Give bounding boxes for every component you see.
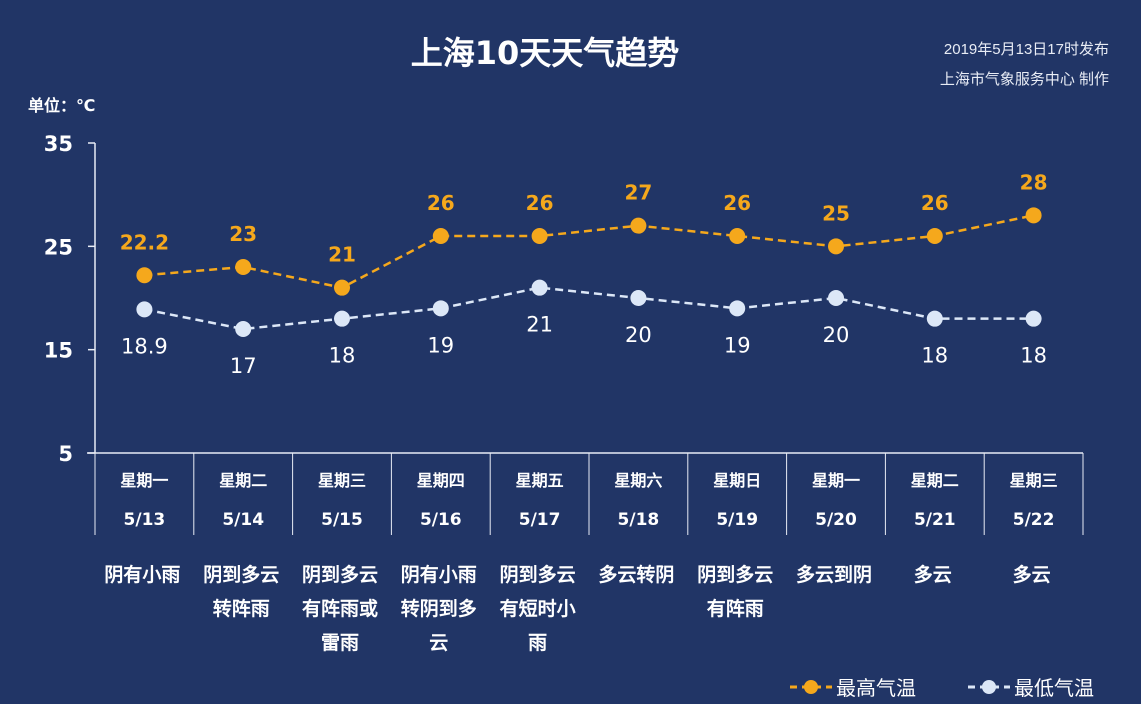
date-label: 5/20 — [815, 510, 857, 530]
low-temp-label: 18.9 — [121, 334, 168, 358]
weather-text: 云 — [429, 632, 448, 654]
low-temp-point — [1025, 310, 1042, 327]
weather-text: 阴到多云 — [203, 563, 279, 586]
weekday-label: 星期三 — [318, 471, 366, 490]
low-temp-label: 18 — [329, 344, 356, 368]
high-temp-point — [531, 228, 548, 244]
low-temp-label: 20 — [625, 323, 652, 347]
weather-text: 多云 — [1013, 563, 1051, 586]
legend-marker-high-icon — [790, 679, 832, 694]
weekday-label: 星期二 — [911, 471, 959, 490]
weekday-label: 星期二 — [219, 471, 267, 490]
y-tick-label: 15 — [44, 339, 73, 363]
low-temp-point — [432, 300, 449, 317]
legend-marker-low-icon — [968, 679, 1010, 694]
high-temp-label: 23 — [229, 222, 257, 246]
high-temp-label: 26 — [526, 191, 554, 215]
high-temp-label: 26 — [427, 191, 455, 215]
weather-text: 有短时小 — [500, 597, 576, 620]
weekday-label: 星期三 — [1010, 471, 1058, 490]
weather-text: 有阵雨或 — [302, 597, 378, 620]
weekday-label: 星期五 — [516, 471, 564, 490]
weather-text: 阴到多云 — [500, 563, 576, 586]
low-temp-label: 18 — [1020, 344, 1047, 368]
producer: 上海市气象服务中心 制作 — [939, 71, 1109, 88]
low-temp-point — [531, 279, 548, 296]
high-temp-point — [432, 228, 449, 244]
date-label: 5/17 — [519, 510, 561, 530]
low-temp-label: 19 — [427, 333, 454, 357]
high-temp-label: 25 — [822, 201, 850, 225]
low-temp-label: 18 — [921, 344, 948, 368]
weather-text: 多云 — [914, 563, 952, 586]
date-label: 5/22 — [1013, 510, 1055, 530]
legend-item-low: 最低气温 — [968, 672, 1094, 701]
high-temp-point — [828, 238, 844, 255]
date-label: 5/18 — [618, 510, 660, 530]
date-label: 5/15 — [321, 510, 363, 530]
low-temp-line — [144, 286, 1034, 331]
weekday-label: 星期一 — [812, 471, 860, 490]
weather-text: 转阵雨 — [213, 597, 270, 620]
high-temp-label: 27 — [624, 181, 652, 205]
weather-text: 多云到阴 — [796, 563, 872, 586]
weather-text: 阴到多云 — [697, 563, 773, 586]
high-temp-label: 21 — [328, 243, 356, 267]
legend-label-high: 最高气温 — [836, 676, 916, 700]
weekday-label: 星期四 — [417, 471, 465, 490]
high-temp-point — [334, 279, 350, 296]
weather-text: 雨 — [528, 632, 547, 654]
low-temp-point — [630, 290, 647, 306]
low-temp-point — [828, 290, 844, 306]
high-temp-label: 26 — [921, 191, 949, 215]
weather-text: 雷雨 — [321, 632, 359, 654]
weather-text: 阴有小雨 — [104, 563, 180, 586]
weekday-label: 星期日 — [713, 471, 761, 490]
weekday-label: 星期一 — [120, 471, 168, 490]
low-temp-label: 19 — [724, 333, 751, 357]
publish-time: 2019年5月13日17时发布 — [943, 41, 1109, 58]
date-label: 5/21 — [914, 510, 956, 530]
weather-text: 多云转阴 — [598, 563, 674, 586]
date-label: 5/13 — [124, 510, 166, 530]
low-temp-point — [334, 310, 350, 327]
weekday-label: 星期六 — [614, 471, 662, 490]
legend-label-low: 最低气温 — [1014, 676, 1094, 700]
y-tick-label: 25 — [44, 235, 73, 259]
low-temp-point — [729, 300, 746, 317]
high-temp-point — [235, 259, 252, 275]
weather-text: 有阵雨 — [707, 597, 764, 620]
high-temp-point — [630, 217, 647, 234]
low-temp-point — [136, 301, 153, 318]
low-temp-point — [235, 321, 252, 337]
high-temp-point — [136, 267, 153, 284]
date-label: 5/16 — [420, 510, 462, 530]
high-temp-line — [144, 214, 1034, 289]
y-tick-label: 35 — [44, 132, 73, 156]
weather-text: 阴有小雨 — [401, 563, 477, 586]
high-temp-label: 26 — [723, 191, 751, 215]
high-temp-point — [926, 228, 943, 244]
high-temp-label: 22.2 — [120, 230, 169, 254]
high-temp-label: 28 — [1020, 170, 1048, 194]
y-tick-label: 5 — [58, 442, 73, 466]
unit-label: 单位：℃ — [28, 96, 96, 115]
date-label: 5/14 — [222, 510, 264, 530]
high-temp-point — [1025, 207, 1042, 224]
legend-item-high: 最高气温 — [790, 672, 916, 701]
low-temp-label: 20 — [823, 323, 850, 347]
low-temp-label: 17 — [230, 354, 257, 378]
chart-title: 上海10天天气趋势 — [410, 34, 680, 72]
weather-text: 转阴到多 — [401, 597, 477, 620]
low-temp-point — [926, 310, 943, 327]
high-temp-point — [729, 228, 746, 244]
low-temp-label: 21 — [526, 313, 553, 337]
date-label: 5/19 — [716, 510, 758, 530]
weather-text: 阴到多云 — [302, 563, 378, 586]
